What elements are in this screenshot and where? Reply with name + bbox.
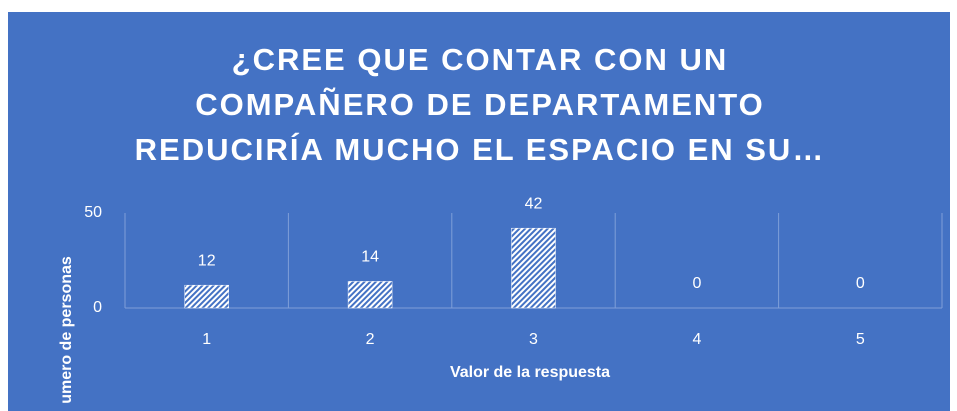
x-axis-title: Valor de la respuesta bbox=[450, 364, 610, 381]
data-label: 12 bbox=[198, 252, 216, 269]
data-label: 42 bbox=[525, 195, 543, 212]
chart-title: ¿CREE QUE CONTAR CON UN bbox=[232, 42, 729, 77]
y-tick-label: 50 bbox=[84, 204, 102, 221]
x-tick-label: 1 bbox=[202, 331, 211, 348]
chart-title: COMPAÑERO DE DEPARTAMENTO bbox=[195, 87, 765, 122]
chart-background bbox=[8, 12, 950, 411]
x-tick-label: 3 bbox=[529, 331, 538, 348]
bar bbox=[184, 284, 229, 309]
data-label: 0 bbox=[692, 275, 701, 292]
data-label: 0 bbox=[856, 275, 865, 292]
bar bbox=[511, 227, 556, 309]
x-tick-label: 4 bbox=[692, 331, 701, 348]
bar bbox=[347, 281, 393, 309]
y-axis-title: umero de personas bbox=[58, 256, 75, 404]
x-tick-label: 5 bbox=[856, 331, 865, 348]
chart-title: REDUCIRÍA MUCHO EL ESPACIO EN SU… bbox=[135, 132, 826, 167]
data-label: 14 bbox=[361, 249, 379, 266]
x-tick-label: 2 bbox=[366, 331, 375, 348]
y-tick-label: 0 bbox=[93, 299, 102, 316]
